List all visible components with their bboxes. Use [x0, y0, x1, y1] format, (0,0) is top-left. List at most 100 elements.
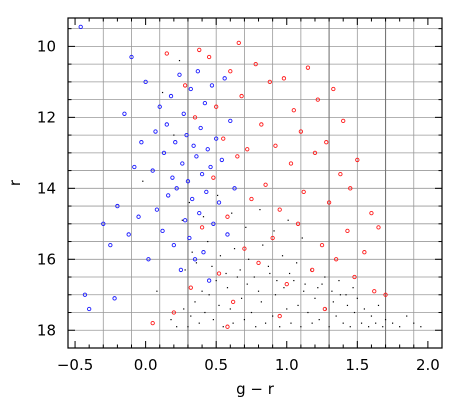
blue-point — [161, 150, 167, 155]
black-point — [201, 290, 203, 292]
black-point — [215, 279, 217, 282]
y-tick-label: 14 — [37, 179, 56, 197]
blue-point — [208, 164, 213, 170]
blue-point — [78, 24, 83, 30]
black-point — [255, 326, 257, 328]
blue-point — [202, 101, 208, 106]
blue-point — [225, 232, 230, 237]
red-point — [305, 65, 311, 70]
red-point — [150, 321, 155, 326]
blue-point — [146, 257, 151, 262]
red-point — [267, 79, 272, 85]
black-point — [382, 326, 384, 328]
black-point — [349, 326, 351, 328]
black-point — [181, 219, 183, 221]
red-point — [188, 285, 193, 290]
black-point — [279, 326, 281, 328]
series-blue — [78, 24, 237, 312]
black-point — [317, 287, 319, 289]
black-point — [260, 301, 262, 303]
red-point — [338, 171, 343, 177]
black-point — [332, 301, 334, 303]
black-point — [339, 294, 341, 296]
blue-point — [170, 175, 175, 180]
black-point — [267, 265, 270, 267]
black-point — [156, 290, 158, 292]
black-point — [273, 230, 275, 232]
blue-point — [205, 147, 210, 152]
black-point — [338, 279, 340, 282]
black-point — [304, 283, 306, 285]
black-point — [190, 315, 192, 317]
black-point — [293, 279, 295, 282]
red-point — [362, 250, 367, 255]
black-point — [173, 134, 175, 136]
blue-point — [195, 69, 200, 74]
red-point — [273, 143, 278, 148]
x-tick-label: 1.0 — [275, 356, 299, 374]
black-point — [170, 319, 172, 321]
blue-point — [82, 292, 88, 297]
blue-point — [129, 54, 134, 60]
blue-point — [108, 242, 113, 248]
blue-point — [115, 203, 120, 209]
blue-point — [174, 186, 179, 191]
blue-point — [199, 171, 205, 177]
black-point — [208, 294, 210, 296]
black-point — [384, 319, 387, 321]
blue-point — [150, 168, 155, 173]
blue-point — [201, 250, 206, 255]
blue-point — [187, 235, 192, 241]
black-point — [406, 315, 408, 317]
red-point — [355, 157, 360, 163]
blue-point — [173, 140, 178, 145]
red-point — [239, 93, 244, 99]
blue-point — [219, 157, 224, 163]
x-tick-label: 1.5 — [345, 356, 369, 374]
y-tick-label: 10 — [37, 37, 56, 55]
red-point — [230, 299, 236, 305]
blue-point — [192, 257, 198, 262]
blue-point — [171, 242, 176, 248]
black-point — [318, 319, 320, 321]
black-point — [257, 290, 260, 292]
black-point — [226, 287, 229, 289]
red-point — [298, 129, 304, 134]
black-point — [392, 322, 394, 324]
blue-point — [222, 76, 227, 81]
red-point — [383, 292, 388, 297]
red-point — [197, 47, 202, 53]
blue-point — [122, 111, 127, 116]
red-point — [221, 136, 226, 141]
red-point — [319, 242, 325, 248]
red-point — [295, 221, 301, 226]
black-point — [229, 308, 231, 310]
blue-point — [188, 86, 193, 92]
black-point — [370, 315, 373, 317]
black-point — [272, 315, 274, 317]
red-point — [245, 147, 250, 152]
black-point — [178, 59, 181, 62]
black-point — [243, 319, 246, 321]
blue-point — [204, 189, 209, 195]
blue-point — [228, 118, 233, 124]
red-point — [291, 108, 296, 113]
black-point — [324, 276, 326, 278]
red-point — [171, 310, 176, 315]
black-point — [377, 304, 380, 307]
red-point — [372, 289, 377, 294]
blue-point — [132, 164, 137, 170]
black-point — [262, 244, 264, 246]
black-point — [399, 326, 401, 328]
blue-point — [178, 267, 184, 273]
black-point — [335, 315, 337, 317]
red-point — [235, 154, 240, 159]
black-point — [184, 269, 186, 271]
blue-point — [160, 228, 165, 234]
blue-point — [157, 104, 162, 109]
black-point — [222, 326, 224, 328]
black-point — [187, 326, 189, 328]
black-point — [204, 311, 206, 314]
black-point — [307, 311, 309, 314]
black-point — [342, 322, 344, 324]
